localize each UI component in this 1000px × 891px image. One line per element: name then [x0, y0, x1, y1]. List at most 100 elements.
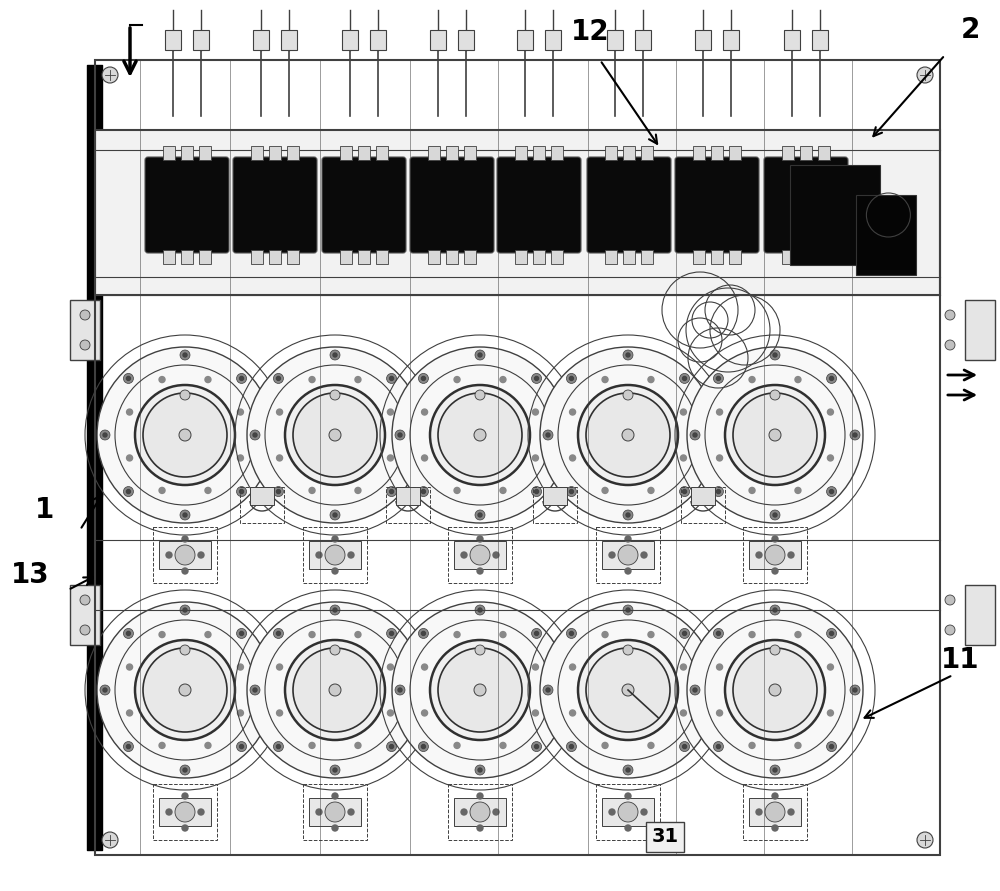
Bar	[533, 487, 577, 523]
Circle shape	[123, 373, 133, 383]
Circle shape	[329, 429, 341, 441]
Circle shape	[253, 688, 257, 692]
Circle shape	[625, 793, 631, 799]
Circle shape	[725, 640, 825, 740]
Bar	[800, 250, 812, 264]
Circle shape	[623, 390, 633, 400]
Circle shape	[772, 536, 778, 542]
Circle shape	[602, 632, 608, 638]
Circle shape	[260, 430, 270, 440]
Circle shape	[333, 608, 337, 612]
Circle shape	[733, 393, 817, 477]
Circle shape	[716, 376, 720, 380]
Circle shape	[532, 373, 542, 383]
Circle shape	[387, 409, 393, 415]
Circle shape	[387, 710, 393, 716]
Circle shape	[277, 664, 283, 670]
Circle shape	[392, 347, 568, 523]
Circle shape	[788, 809, 794, 815]
Circle shape	[706, 688, 710, 692]
Circle shape	[609, 552, 615, 558]
Circle shape	[293, 393, 377, 477]
Circle shape	[100, 430, 110, 440]
Circle shape	[470, 545, 490, 565]
Circle shape	[756, 552, 762, 558]
Bar	[448, 784, 512, 840]
Circle shape	[546, 433, 550, 437]
Circle shape	[540, 347, 716, 523]
Bar	[782, 146, 794, 160]
Bar	[251, 250, 263, 264]
Circle shape	[454, 742, 460, 748]
Circle shape	[330, 765, 340, 775]
Bar	[641, 250, 653, 264]
Circle shape	[602, 487, 608, 494]
Bar	[386, 487, 430, 523]
Circle shape	[535, 632, 539, 635]
Circle shape	[477, 793, 483, 799]
Circle shape	[578, 385, 678, 485]
Circle shape	[277, 455, 283, 461]
Circle shape	[493, 809, 499, 815]
Circle shape	[205, 742, 211, 748]
Bar	[428, 146, 440, 160]
Circle shape	[355, 632, 361, 638]
Circle shape	[183, 353, 187, 357]
Bar	[370, 30, 386, 50]
Circle shape	[795, 632, 801, 638]
Bar	[965, 300, 995, 360]
Circle shape	[285, 640, 385, 740]
Circle shape	[623, 765, 633, 775]
Circle shape	[609, 809, 615, 815]
Circle shape	[749, 742, 755, 748]
Bar	[181, 250, 193, 264]
Circle shape	[827, 664, 833, 670]
Circle shape	[183, 608, 187, 612]
Bar	[551, 146, 563, 160]
Circle shape	[421, 489, 425, 494]
FancyBboxPatch shape	[322, 157, 406, 253]
Circle shape	[97, 602, 273, 778]
Circle shape	[418, 486, 428, 496]
Circle shape	[438, 648, 522, 732]
Circle shape	[392, 602, 568, 778]
Bar	[396, 487, 420, 505]
Circle shape	[532, 455, 538, 461]
Circle shape	[830, 745, 834, 748]
Circle shape	[717, 710, 723, 716]
Circle shape	[123, 486, 133, 496]
Circle shape	[182, 793, 188, 799]
Circle shape	[454, 377, 460, 382]
Circle shape	[475, 645, 485, 655]
Circle shape	[240, 632, 244, 635]
Circle shape	[706, 433, 710, 437]
Circle shape	[626, 513, 630, 517]
Circle shape	[387, 741, 397, 752]
Circle shape	[535, 489, 539, 494]
Circle shape	[570, 710, 576, 716]
Circle shape	[276, 376, 280, 380]
Circle shape	[500, 632, 506, 638]
Bar	[749, 541, 801, 569]
Circle shape	[240, 376, 244, 380]
Circle shape	[422, 710, 428, 716]
Bar	[800, 146, 812, 160]
Bar	[303, 527, 367, 583]
Circle shape	[237, 373, 247, 383]
Circle shape	[769, 684, 781, 696]
Circle shape	[330, 605, 340, 615]
Circle shape	[175, 802, 195, 822]
Bar	[358, 250, 370, 264]
Circle shape	[127, 710, 133, 716]
Circle shape	[717, 664, 723, 670]
Bar	[464, 250, 476, 264]
Circle shape	[543, 685, 553, 695]
FancyBboxPatch shape	[764, 157, 848, 253]
Circle shape	[770, 645, 780, 655]
Circle shape	[680, 710, 686, 716]
Circle shape	[387, 664, 393, 670]
Bar	[533, 250, 545, 264]
Bar	[340, 250, 352, 264]
Bar	[193, 30, 209, 50]
Bar	[159, 541, 211, 569]
